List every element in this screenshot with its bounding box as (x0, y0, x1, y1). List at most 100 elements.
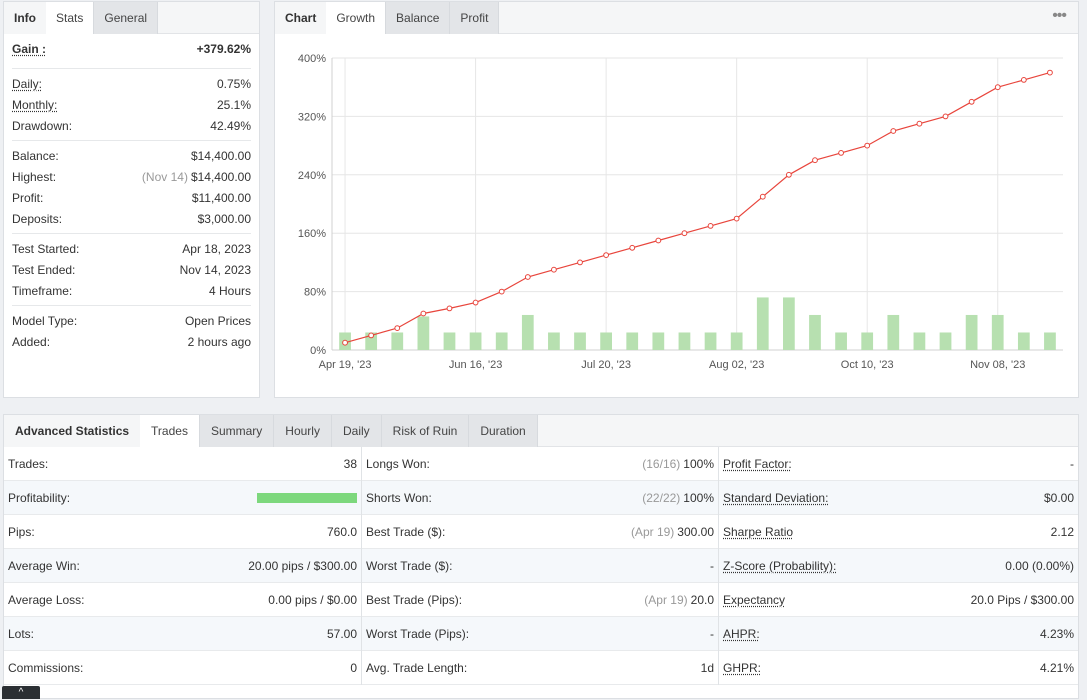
advanced-tabs: Advanced Statistics Trades Summary Hourl… (4, 415, 1078, 447)
trade-bar (626, 332, 639, 350)
stat-value-text: 2.12 (1050, 524, 1074, 539)
trade-bar (809, 314, 821, 350)
trade-bar (965, 314, 978, 350)
stat-label[interactable]: Standard Deviation: (723, 490, 829, 505)
stat-label[interactable]: AHPR: (723, 626, 760, 641)
stat-value: 1d (701, 661, 714, 675)
stat-row: Best Trade (Pips): (Apr 19) 20.0 (362, 583, 718, 617)
stat-value: 2.12 (1051, 525, 1074, 539)
stat-value-text: 57.00 (326, 626, 357, 641)
tab-profit[interactable]: Profit (450, 2, 500, 34)
trade-bar (704, 332, 717, 350)
trades-grid: Trades: 38 Profitability: Pips: 760.0 Average… (4, 447, 1078, 685)
advanced-statistics-panel: Advanced Statistics Trades Summary Hourl… (3, 414, 1079, 699)
chevron-up-icon[interactable]: ^ (2, 686, 40, 699)
gain-label[interactable]: Gain : (12, 42, 47, 56)
y-tick-label: 320% (298, 111, 326, 123)
trade-bar (756, 297, 769, 350)
stat-value: (Apr 19) 20.0 (644, 593, 714, 607)
model-type-value: Open Prices (184, 313, 251, 328)
stat-value-text: 300.00 (677, 524, 714, 539)
growth-point (524, 274, 531, 280)
tab-summary[interactable]: Summary (199, 415, 275, 447)
stat-label[interactable]: Expectancy (723, 592, 786, 607)
stat-row: Standard Deviation: $0.00 (719, 481, 1078, 515)
x-tick-label: Jul 20, '23 (581, 359, 631, 371)
x-tick-label: Aug 02, '23 (709, 359, 764, 371)
info-panel: Info Stats General Gain : +379.62% Daily… (3, 1, 260, 398)
tab-growth[interactable]: Growth (326, 2, 387, 34)
tab-hourly[interactable]: Hourly (274, 415, 332, 447)
trade-bar (495, 332, 508, 350)
added-label: Added: (12, 334, 51, 349)
stat-label[interactable]: Profit Factor: (723, 456, 792, 471)
gain-row: Gain : +379.62% (12, 34, 251, 64)
stat-value-text: - (710, 626, 714, 641)
tab-trades[interactable]: Trades (140, 415, 200, 447)
stat-row: Profitability: (4, 481, 361, 515)
tab-balance[interactable]: Balance (386, 2, 451, 34)
more-dots-icon[interactable]: ••• (1052, 7, 1067, 24)
trade-bar (652, 332, 665, 350)
stat-value: (22/22) 100% (642, 491, 714, 505)
stat-value-text: $0.00 (1043, 490, 1074, 505)
tab-duration[interactable]: Duration (469, 415, 538, 447)
stat-value: 4.21% (1040, 661, 1074, 675)
timeframe-row: Timeframe: 4 Hours (12, 280, 251, 301)
growth-point (368, 332, 375, 339)
stat-date: (16/16) (642, 456, 681, 471)
growth-point (603, 252, 610, 259)
y-tick-label: 400% (298, 53, 326, 65)
growth-point (551, 266, 557, 273)
profitability-bar (257, 492, 357, 503)
growth-point (472, 299, 479, 306)
stat-value-text: 100% (683, 490, 714, 505)
stat-value: 760.0 (327, 525, 357, 539)
growth-point (916, 120, 923, 127)
x-tick-label: Oct 10, '23 (841, 359, 894, 371)
drawdown-label: Drawdown: (12, 118, 73, 133)
monthly-label[interactable]: Monthly: (12, 97, 58, 112)
test-ended-row: Test Ended: Nov 14, 2023 (12, 259, 251, 280)
stat-label[interactable]: Z-Score (Probability): (723, 558, 837, 573)
stat-value: - (1070, 457, 1074, 471)
stat-row: Lots: 57.00 (4, 617, 361, 651)
trade-bar (730, 332, 743, 350)
tab-risk-of-ruin[interactable]: Risk of Ruin (381, 415, 470, 447)
highest-value: $14,400.00 (190, 169, 251, 184)
stat-label: Lots: (8, 626, 35, 641)
model-type-row: Model Type: Open Prices (12, 310, 251, 331)
trade-bar (574, 332, 586, 350)
growth-point (342, 339, 348, 346)
daily-row: Daily: 0.75% (12, 73, 251, 94)
growth-point (1020, 77, 1027, 83)
trade-bar (548, 332, 560, 350)
stat-label: Worst Trade ($): (366, 558, 453, 573)
stat-value-text: - (1070, 456, 1074, 471)
highest-row: Highest: (Nov 14) $14,400.00 (12, 166, 251, 187)
daily-label[interactable]: Daily: (12, 76, 43, 91)
stat-label[interactable]: GHPR: (723, 660, 762, 675)
stat-row: Average Win: 20.00 pips / $300.00 (4, 549, 361, 583)
stat-row: Worst Trade ($): - (362, 549, 718, 583)
stat-value-text: 760.0 (326, 524, 357, 539)
growth-chart: 0% 80% 160% 240% 320% 400% Apr 19, '23 Jun 16, … (298, 53, 1063, 371)
tab-daily[interactable]: Daily (331, 415, 382, 447)
stat-row: Average Loss: 0.00 pips / $0.00 (4, 583, 361, 617)
tab-info: Info (4, 2, 46, 34)
stat-label[interactable]: Sharpe Ratio (723, 524, 794, 539)
growth-point (890, 128, 897, 134)
stat-value: 20.00 pips / $300.00 (248, 559, 357, 573)
stat-row: Profit Factor: - (719, 447, 1078, 481)
profit-label: Profit: (12, 190, 44, 205)
added-value: 2 hours ago (187, 334, 251, 349)
stat-label: Pips: (8, 524, 35, 539)
stat-value-text: 20.00 pips / $300.00 (248, 558, 357, 573)
stat-row: Sharpe Ratio 2.12 (719, 515, 1078, 549)
tab-stats[interactable]: Stats (46, 2, 95, 34)
stat-value-text: 20.0 Pips / $300.00 (970, 592, 1074, 607)
stat-label: Profitability: (8, 490, 71, 505)
highest-label: Highest: (12, 169, 57, 184)
tab-general[interactable]: General (94, 2, 159, 34)
stat-label: Shorts Won: (366, 490, 432, 505)
